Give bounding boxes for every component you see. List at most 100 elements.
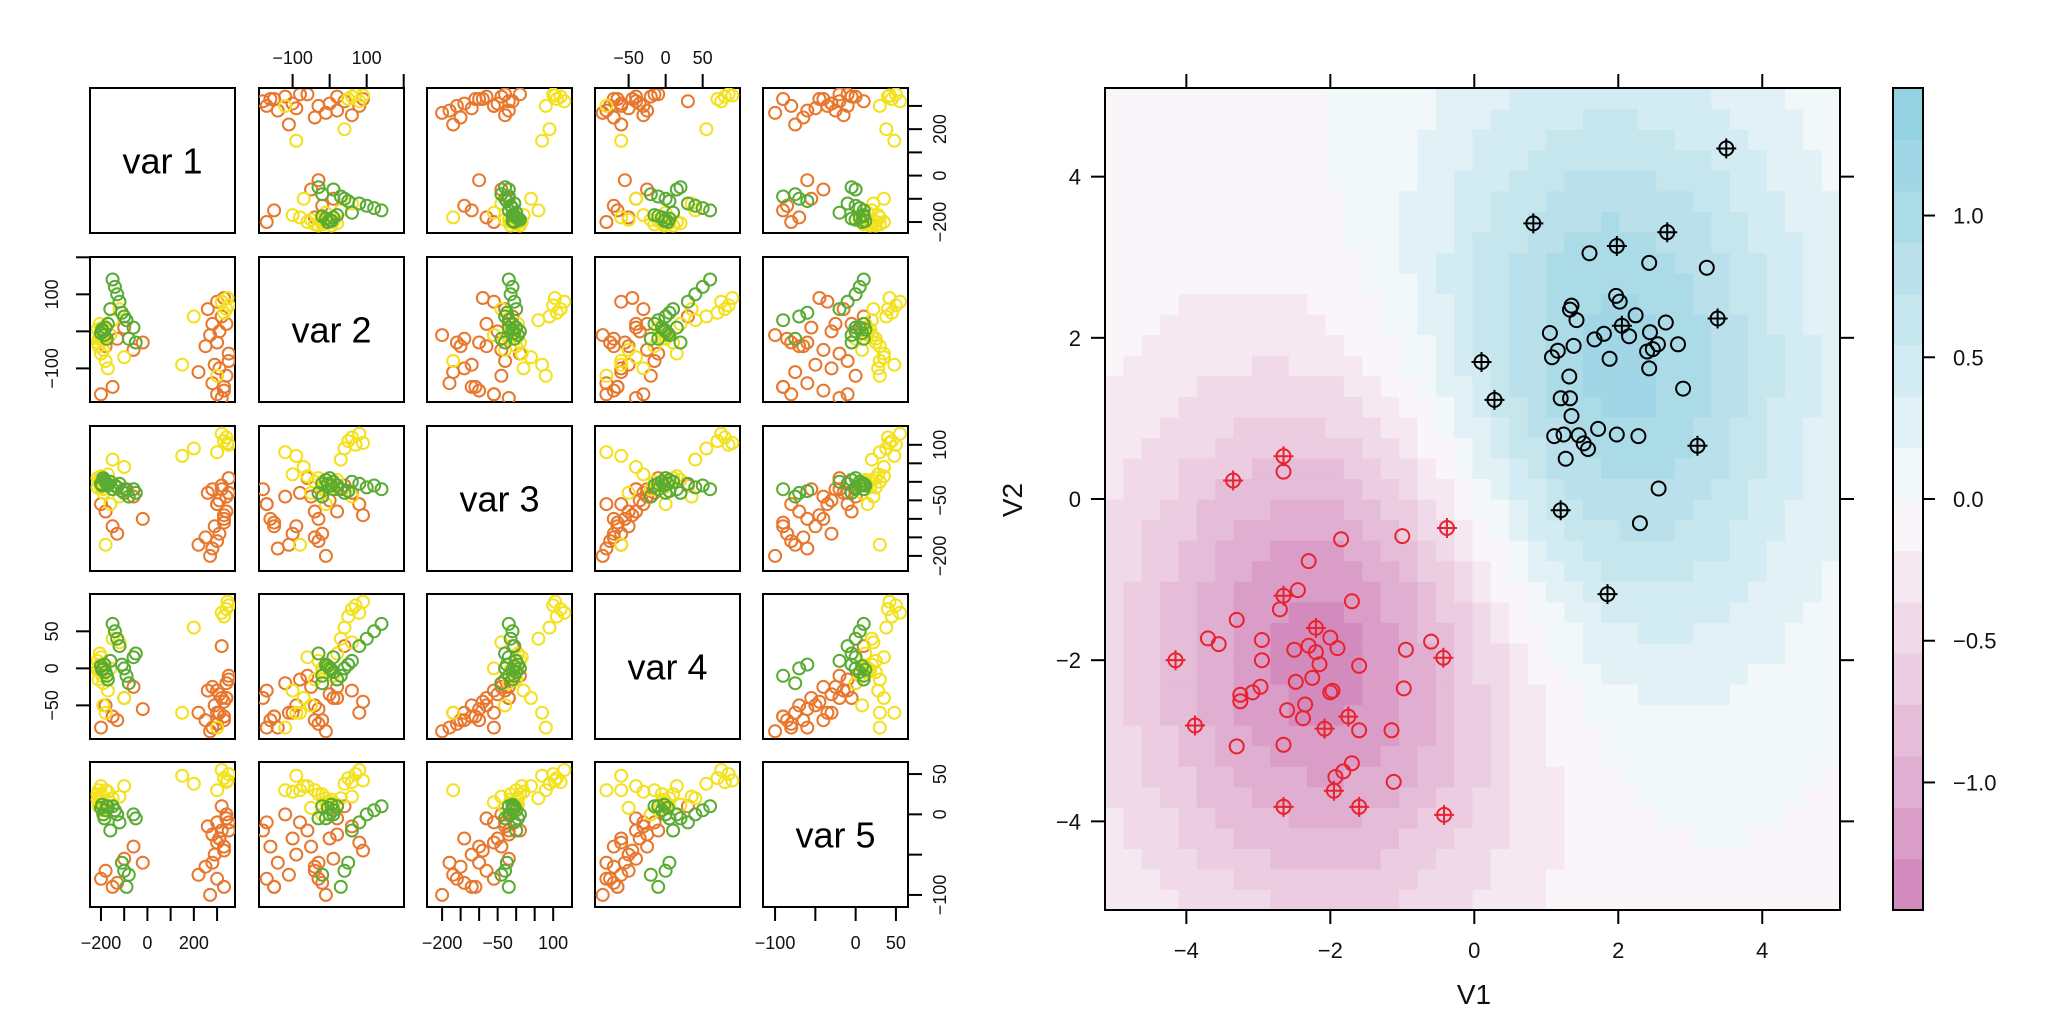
point-green [374,203,389,218]
heatmap-cell [1417,396,1437,418]
heatmap-cell [1270,540,1290,562]
heatmap-cell [1343,499,1363,521]
point-yellow [855,698,870,713]
heatmap-cell [1196,170,1216,192]
heatmap-cell [1490,293,1510,315]
heatmap-cell [1123,457,1143,480]
point-yellow [337,122,352,137]
point-yellow [289,768,304,783]
tick-label: 0 [142,933,152,953]
heatmap-cell [1105,272,1124,295]
point-orange [792,210,807,225]
heatmap-cell [1454,807,1474,829]
point-yellow [868,335,883,350]
heatmap-cell [1233,704,1253,726]
heatmap-cell [1233,642,1253,664]
panel-points [768,88,907,233]
heatmap-cell [1546,355,1565,377]
heatmap-cell [1729,170,1749,192]
heatmap-cell [1343,190,1363,212]
heatmap-cell [1252,704,1271,726]
heatmap-cell [1582,642,1602,664]
heatmap-cell [1619,499,1639,521]
point-orange [784,335,799,350]
point-orange [490,831,505,846]
point-orange [270,855,285,870]
heatmap-cell [1601,622,1621,644]
heatmap-cell [1693,190,1712,212]
heatmap-cell [1766,314,1786,336]
heatmap-cell [1582,231,1602,253]
point-orange [812,694,827,709]
heatmap-cell [1233,622,1253,644]
heatmap-cell [1637,807,1657,829]
heatmap-cell [1472,827,1492,849]
heatmap-cell [1288,231,1308,253]
heatmap-cell [1766,704,1786,726]
y-tick-label: −2 [1056,648,1081,673]
x-tick-label: 4 [1756,938,1768,963]
heatmap-cell [1270,211,1290,233]
heatmap-cell [1417,416,1437,438]
heatmap-cell [1784,601,1804,623]
point-orange [344,683,359,698]
point-green [658,191,673,206]
heatmap-cell [1472,868,1492,891]
heatmap-cell [1160,766,1180,788]
heatmap-cell [1105,334,1124,356]
heatmap-cell [1454,108,1474,130]
heatmap-cell [1748,211,1768,233]
point-orange [191,537,206,552]
heatmap-cell [1546,314,1565,336]
heatmap-cell [1472,540,1492,562]
heatmap-cell [1601,725,1621,747]
heatmap-cell [1527,601,1547,623]
point-green [121,489,136,504]
heatmap-cell [1380,88,1400,110]
heatmap-cell [1564,149,1584,171]
heatmap-cell [1766,663,1786,685]
heatmap-cell [1343,827,1363,849]
heatmap-cell [1380,314,1400,336]
heatmap-cell [1582,848,1602,870]
heatmap-cell [1417,314,1437,336]
support-vector-class-negative [1436,518,1457,539]
heatmap-cell [1803,683,1823,706]
point-class-negative [1228,738,1245,755]
heatmap-cell [1821,560,1840,582]
heatmap-cell [1546,560,1565,582]
heatmap-cell [1178,252,1198,274]
heatmap-cell [1748,889,1768,910]
heatmap-cell [1821,663,1840,685]
heatmap-cell [1270,190,1290,212]
point-green [832,205,847,220]
point-green [855,326,870,341]
point-class-negative [1228,611,1245,628]
point-yellow [531,791,546,806]
heatmap-cell [1490,622,1510,644]
heatmap-cell [1380,848,1400,870]
heatmap-cell [1674,725,1694,747]
heatmap-cell [1160,622,1180,644]
point-orange [610,92,625,106]
heatmap-cell [1215,868,1235,891]
point-class-positive [1650,480,1667,497]
heatmap-cell [1160,807,1180,829]
point-green [359,807,374,822]
colorbar-tick-label: 0.5 [1953,345,1984,370]
heatmap-cell [1803,314,1823,336]
heatmap-cell [1123,396,1143,418]
point-orange [263,92,278,106]
heatmap-cell [1123,540,1143,562]
heatmap-cell [1343,663,1363,685]
heatmap-cell [1325,437,1345,459]
heatmap-cell [1490,231,1510,253]
heatmap-cell [1270,745,1290,767]
heatmap-cell [1362,355,1382,377]
heatmap-cell [1343,293,1363,315]
heatmap-cell [1656,108,1676,130]
heatmap-cell [1417,725,1437,747]
heatmap-cell [1270,560,1290,582]
heatmap-cell [1178,457,1198,480]
